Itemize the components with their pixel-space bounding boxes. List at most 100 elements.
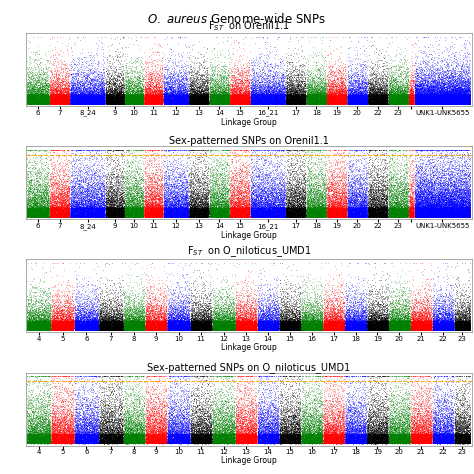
Point [85, 434, 93, 441]
Point [396, 99, 403, 106]
Point [137, 184, 144, 192]
Point [36, 96, 44, 103]
Point [430, 321, 438, 329]
Point [363, 100, 370, 108]
Point [34, 211, 41, 219]
Point [251, 290, 258, 298]
Point [110, 94, 118, 102]
Point [295, 204, 303, 211]
Point [310, 321, 318, 328]
Point [118, 430, 126, 438]
Point [272, 430, 279, 438]
Point [60, 372, 68, 380]
Point [59, 429, 67, 437]
Point [128, 206, 136, 213]
Point [195, 323, 202, 330]
Point [83, 84, 91, 91]
Point [287, 404, 295, 412]
Point [406, 434, 414, 442]
Point [174, 326, 182, 334]
Point [214, 312, 222, 319]
Point [183, 310, 191, 318]
Point [277, 437, 284, 444]
Point [239, 321, 247, 329]
Point [131, 201, 138, 209]
Point [103, 95, 110, 103]
Point [421, 185, 428, 192]
Point [346, 146, 354, 154]
Point [69, 317, 77, 325]
Point [432, 95, 439, 103]
Point [385, 297, 393, 304]
Point [168, 433, 176, 441]
Point [227, 187, 234, 195]
Point [52, 99, 59, 107]
Point [196, 270, 204, 277]
Point [400, 78, 407, 86]
Point [83, 206, 91, 214]
Point [208, 210, 216, 217]
Point [266, 440, 274, 447]
Point [237, 306, 245, 313]
Point [39, 91, 47, 99]
Point [415, 324, 423, 331]
Point [375, 325, 383, 333]
Point [343, 439, 351, 447]
Point [210, 99, 217, 107]
Point [336, 95, 343, 102]
Point [279, 212, 287, 220]
Point [89, 202, 96, 210]
Point [273, 93, 281, 100]
Point [359, 303, 367, 311]
Point [94, 311, 102, 319]
Point [410, 438, 418, 445]
Point [160, 97, 167, 104]
Point [465, 316, 472, 324]
Point [221, 429, 228, 437]
Point [27, 437, 34, 445]
Point [254, 205, 262, 213]
Point [211, 97, 219, 104]
Point [215, 201, 223, 209]
Point [214, 428, 222, 436]
Point [249, 428, 257, 436]
Point [194, 411, 201, 419]
Point [51, 438, 59, 446]
Point [451, 318, 459, 325]
Point [75, 98, 83, 105]
Point [237, 431, 244, 439]
Point [44, 319, 52, 327]
Point [187, 324, 194, 332]
Point [392, 312, 400, 319]
Point [209, 436, 217, 444]
Point [150, 402, 157, 410]
Point [273, 438, 281, 446]
Point [300, 314, 307, 321]
Point [454, 419, 461, 426]
Point [67, 209, 74, 216]
Point [256, 69, 264, 76]
Point [224, 95, 231, 102]
Point [458, 62, 465, 69]
Point [320, 325, 328, 332]
Point [320, 438, 328, 446]
Point [247, 439, 255, 447]
Point [171, 434, 179, 441]
Point [378, 92, 386, 100]
Point [95, 323, 103, 331]
Point [261, 413, 269, 420]
Point [285, 324, 293, 332]
Point [385, 325, 393, 333]
Point [113, 320, 121, 328]
Point [259, 209, 267, 216]
Point [171, 100, 179, 108]
Point [245, 320, 253, 328]
Point [345, 204, 352, 212]
Point [431, 206, 439, 213]
Point [134, 93, 142, 100]
Point [412, 318, 419, 326]
Point [161, 432, 168, 440]
Point [112, 419, 119, 426]
Point [204, 412, 212, 419]
Point [114, 100, 121, 108]
